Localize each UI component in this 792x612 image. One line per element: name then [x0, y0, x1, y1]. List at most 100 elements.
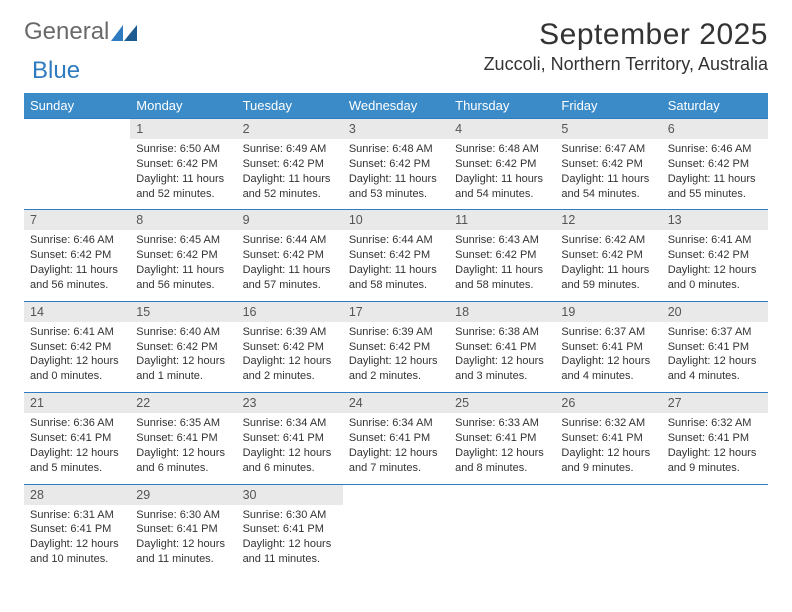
day2-text: and 53 minutes. — [349, 187, 443, 202]
sunrise-text: Sunrise: 6:35 AM — [136, 416, 230, 431]
day-number-cell: 27 — [662, 393, 768, 414]
day1-text: Daylight: 12 hours — [136, 446, 230, 461]
sunset-text: Sunset: 6:42 PM — [243, 157, 337, 172]
sunset-text: Sunset: 6:41 PM — [30, 522, 124, 537]
day1-text: Daylight: 11 hours — [136, 172, 230, 187]
day-content-cell: Sunrise: 6:32 AMSunset: 6:41 PMDaylight:… — [555, 413, 661, 484]
day1-text: Daylight: 11 hours — [243, 172, 337, 187]
day-content-cell: Sunrise: 6:39 AMSunset: 6:42 PMDaylight:… — [343, 322, 449, 393]
day-content-cell: Sunrise: 6:39 AMSunset: 6:42 PMDaylight:… — [237, 322, 343, 393]
sunrise-text: Sunrise: 6:44 AM — [243, 233, 337, 248]
day1-text: Daylight: 11 hours — [349, 263, 443, 278]
day-content-row: Sunrise: 6:46 AMSunset: 6:42 PMDaylight:… — [24, 230, 768, 301]
day-header: Thursday — [449, 93, 555, 119]
day1-text: Daylight: 11 hours — [243, 263, 337, 278]
day1-text: Daylight: 12 hours — [30, 354, 124, 369]
sunrise-text: Sunrise: 6:48 AM — [455, 142, 549, 157]
day-content-cell: Sunrise: 6:44 AMSunset: 6:42 PMDaylight:… — [237, 230, 343, 301]
sunset-text: Sunset: 6:42 PM — [136, 248, 230, 263]
day-number-cell: 14 — [24, 301, 130, 322]
day-number-cell: 29 — [130, 484, 236, 505]
day2-text: and 2 minutes. — [349, 369, 443, 384]
sunset-text: Sunset: 6:41 PM — [136, 522, 230, 537]
day2-text: and 54 minutes. — [455, 187, 549, 202]
day-number-cell: 4 — [449, 119, 555, 140]
sunrise-text: Sunrise: 6:30 AM — [136, 508, 230, 523]
day2-text: and 3 minutes. — [455, 369, 549, 384]
day-content-cell: Sunrise: 6:50 AMSunset: 6:42 PMDaylight:… — [130, 139, 236, 210]
day-number-cell: 11 — [449, 210, 555, 231]
calendar-table: Sunday Monday Tuesday Wednesday Thursday… — [24, 93, 768, 575]
day-number-cell: 7 — [24, 210, 130, 231]
day-number-cell: 25 — [449, 393, 555, 414]
day-content-cell — [662, 505, 768, 575]
day-content-cell: Sunrise: 6:45 AMSunset: 6:42 PMDaylight:… — [130, 230, 236, 301]
day-content-cell: Sunrise: 6:30 AMSunset: 6:41 PMDaylight:… — [237, 505, 343, 575]
day-content-cell — [24, 139, 130, 210]
day2-text: and 56 minutes. — [30, 278, 124, 293]
day-number-cell: 21 — [24, 393, 130, 414]
day-number-cell: 30 — [237, 484, 343, 505]
day-number-row: 282930 — [24, 484, 768, 505]
sunset-text: Sunset: 6:42 PM — [30, 248, 124, 263]
sunrise-text: Sunrise: 6:34 AM — [243, 416, 337, 431]
day-content-cell: Sunrise: 6:41 AMSunset: 6:42 PMDaylight:… — [662, 230, 768, 301]
day1-text: Daylight: 12 hours — [243, 446, 337, 461]
sunrise-text: Sunrise: 6:48 AM — [349, 142, 443, 157]
day-number-cell — [449, 484, 555, 505]
day-header-row: Sunday Monday Tuesday Wednesday Thursday… — [24, 93, 768, 119]
day2-text: and 9 minutes. — [668, 461, 762, 476]
brand-logo: General — [24, 18, 141, 46]
day-number-row: 123456 — [24, 119, 768, 140]
sunset-text: Sunset: 6:42 PM — [561, 248, 655, 263]
day-content-cell: Sunrise: 6:36 AMSunset: 6:41 PMDaylight:… — [24, 413, 130, 484]
day-content-cell: Sunrise: 6:32 AMSunset: 6:41 PMDaylight:… — [662, 413, 768, 484]
day-content-cell: Sunrise: 6:31 AMSunset: 6:41 PMDaylight:… — [24, 505, 130, 575]
day-number-row: 14151617181920 — [24, 301, 768, 322]
day-content-cell: Sunrise: 6:33 AMSunset: 6:41 PMDaylight:… — [449, 413, 555, 484]
day-content-cell: Sunrise: 6:49 AMSunset: 6:42 PMDaylight:… — [237, 139, 343, 210]
sunset-text: Sunset: 6:42 PM — [30, 340, 124, 355]
sunset-text: Sunset: 6:42 PM — [243, 248, 337, 263]
day-number-cell — [662, 484, 768, 505]
day1-text: Daylight: 12 hours — [668, 263, 762, 278]
sunset-text: Sunset: 6:41 PM — [30, 431, 124, 446]
day-header: Monday — [130, 93, 236, 119]
sunrise-text: Sunrise: 6:36 AM — [30, 416, 124, 431]
day2-text: and 56 minutes. — [136, 278, 230, 293]
day-content-row: Sunrise: 6:41 AMSunset: 6:42 PMDaylight:… — [24, 322, 768, 393]
sunrise-text: Sunrise: 6:42 AM — [561, 233, 655, 248]
day-number-cell: 2 — [237, 119, 343, 140]
sunrise-text: Sunrise: 6:41 AM — [668, 233, 762, 248]
day-header: Friday — [555, 93, 661, 119]
day-content-cell: Sunrise: 6:37 AMSunset: 6:41 PMDaylight:… — [555, 322, 661, 393]
day1-text: Daylight: 11 hours — [455, 172, 549, 187]
sunrise-text: Sunrise: 6:37 AM — [561, 325, 655, 340]
day-number-cell: 28 — [24, 484, 130, 505]
day-content-cell: Sunrise: 6:43 AMSunset: 6:42 PMDaylight:… — [449, 230, 555, 301]
sunrise-text: Sunrise: 6:32 AM — [561, 416, 655, 431]
day-content-cell: Sunrise: 6:48 AMSunset: 6:42 PMDaylight:… — [449, 139, 555, 210]
day-content-cell: Sunrise: 6:42 AMSunset: 6:42 PMDaylight:… — [555, 230, 661, 301]
day1-text: Daylight: 11 hours — [455, 263, 549, 278]
day-number-cell — [343, 484, 449, 505]
sunset-text: Sunset: 6:42 PM — [243, 340, 337, 355]
day1-text: Daylight: 11 hours — [349, 172, 443, 187]
day-number-cell: 3 — [343, 119, 449, 140]
sunset-text: Sunset: 6:42 PM — [136, 340, 230, 355]
day2-text: and 58 minutes. — [455, 278, 549, 293]
day1-text: Daylight: 12 hours — [561, 446, 655, 461]
sunset-text: Sunset: 6:41 PM — [455, 431, 549, 446]
day2-text: and 5 minutes. — [30, 461, 124, 476]
day2-text: and 2 minutes. — [243, 369, 337, 384]
sunrise-text: Sunrise: 6:39 AM — [349, 325, 443, 340]
sunrise-text: Sunrise: 6:39 AM — [243, 325, 337, 340]
day-number-cell: 22 — [130, 393, 236, 414]
day1-text: Daylight: 12 hours — [561, 354, 655, 369]
day-content-cell: Sunrise: 6:37 AMSunset: 6:41 PMDaylight:… — [662, 322, 768, 393]
day2-text: and 11 minutes. — [136, 552, 230, 567]
day-content-cell: Sunrise: 6:35 AMSunset: 6:41 PMDaylight:… — [130, 413, 236, 484]
sunrise-text: Sunrise: 6:46 AM — [30, 233, 124, 248]
sunrise-text: Sunrise: 6:49 AM — [243, 142, 337, 157]
day-number-row: 78910111213 — [24, 210, 768, 231]
